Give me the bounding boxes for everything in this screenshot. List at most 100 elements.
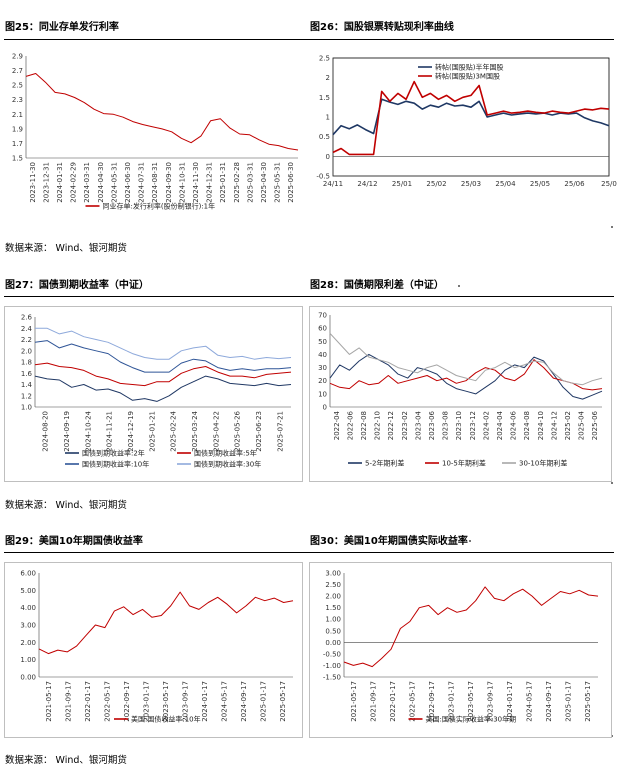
x-tick-label: 2023-05-17 <box>162 681 170 722</box>
x-tick-label: 2025-04 <box>578 410 586 440</box>
y-tick-label: 1.8 <box>21 359 32 367</box>
y-tick-label: 2.0 <box>21 347 32 355</box>
x-tick-label: 2024-11-30 <box>192 162 200 203</box>
y-tick-label: 70 <box>318 312 327 320</box>
y-tick-label: 1.2 <box>21 392 32 400</box>
y-tick-label: 10 <box>318 390 327 398</box>
x-tick-label: 2024-08-20 <box>42 411 50 452</box>
y-tick-label: 2.7 <box>12 67 23 75</box>
y-tick-label: -0.50 <box>323 650 341 658</box>
x-tick-label: 2024-07-31 <box>138 162 146 203</box>
x-tick-label: 2024-05-31 <box>110 162 118 203</box>
x-tick-label: 2025-05-26 <box>234 410 242 451</box>
x-tick-label: 2024-11-21 <box>106 411 114 452</box>
marker-dot <box>458 285 460 287</box>
chart-svg-30: -1.50 -1.00 -0.50 0.00 0.50 1.00 1.50 2.00 2.50 3… <box>323 570 599 724</box>
x-tick-label: 25/05 <box>530 180 550 188</box>
x-tick-label: 2024-01-17 <box>201 681 209 722</box>
data-source: 数据来源： Wind、银河期货 <box>5 755 127 766</box>
data-source: 数据来源： Wind、银河期货 <box>5 500 127 511</box>
legend-label-1: 5-2年期利差 <box>365 459 404 468</box>
chart-title-27: 图27：国债到期收益率（中证） <box>5 280 149 291</box>
y-tick-label: -0.5 <box>316 173 330 181</box>
chart-title-25: 图25：同业存单发行利率 <box>5 22 119 33</box>
x-tick-label: 2023-02 <box>401 411 409 440</box>
y-tick-label: 1.4 <box>21 381 33 389</box>
x-tick-label: 2022-09-17 <box>123 681 131 722</box>
x-tick-label: 2021-09-17 <box>369 681 377 722</box>
series-line-3 <box>329 333 603 386</box>
x-tick-label: 2025-02-24 <box>170 410 178 451</box>
x-tick-label: 2025-02-28 <box>233 162 241 203</box>
y-tick-label: 2.2 <box>21 336 32 344</box>
chart-title-30: 图30：美国10年期国债实际收益率 <box>310 536 468 547</box>
y-tick-label: 2.50 <box>325 581 341 589</box>
data-source: 数据来源： Wind、银河期货 <box>5 243 127 254</box>
series-line-4 <box>35 327 292 360</box>
x-tick-label: 2023-08 <box>442 411 450 440</box>
x-tick-label: 2023-05-17 <box>467 681 475 722</box>
y-tick-label: 3.00 <box>20 622 36 630</box>
x-tick-label: 2024-09-17 <box>545 681 553 722</box>
x-tick-label: 2022-08 <box>360 411 368 440</box>
series-line-1 <box>329 353 603 400</box>
x-tick-label: 2025-05-17 <box>279 681 287 722</box>
x-tick-label: 2023-09-17 <box>182 681 190 722</box>
y-tick-label: 5.00 <box>20 587 36 595</box>
chart-svg-27: 1.0 1.2 1.4 1.6 1.8 2.0 2.2 2.4 2.6 2024-08-20 202… <box>21 314 292 469</box>
marker-dot <box>611 226 613 228</box>
x-tick-label: 2025-03-31 <box>246 162 254 203</box>
y-tick-label: 1.6 <box>21 370 33 378</box>
series-line-1 <box>332 98 610 136</box>
y-tick-label: 2.3 <box>12 96 23 104</box>
chart-svg-25: 1.5 1.7 1.9 2.1 2.3 2.5 2.7 2.9 2023-11-30 2023-1… <box>12 53 299 211</box>
x-tick-label: 2022-05-17 <box>103 681 111 722</box>
legend-label-3: 30-10年期利差 <box>519 459 567 468</box>
chart-svg-28: 0 10 20 30 40 50 60 70 2022-04 2022-06 2022-08 2022… <box>318 312 603 468</box>
x-tick-label: 2024-06 <box>510 410 518 440</box>
legend-label-2: 10-5年期利差 <box>442 459 486 468</box>
x-tick-label: 2024-05-17 <box>526 681 534 722</box>
x-tick-label: 2022-01-17 <box>84 681 92 722</box>
x-tick-label: 2025-04-30 <box>260 162 268 203</box>
y-tick-label: 1.5 <box>319 94 330 102</box>
y-tick-label: 4.00 <box>20 604 36 612</box>
x-tick-label: 2024-10-24 <box>84 410 92 451</box>
x-tick-label: 2023-06 <box>428 410 436 440</box>
y-tick-label: 1.5 <box>12 155 23 163</box>
x-tick-label: 2025-07-21 <box>276 411 284 452</box>
x-tick-label: 2023-11-30 <box>29 162 37 203</box>
y-tick-label: 2.6 <box>21 314 33 322</box>
y-tick-label: 1.9 <box>12 125 23 133</box>
chart-panel-25: 1.5 1.7 1.9 2.1 2.3 2.5 2.7 2.9 2023-11-30 2023-1… <box>4 46 303 230</box>
y-tick-label: 40 <box>318 351 327 359</box>
x-tick-label: 2024-09-19 <box>63 411 71 452</box>
y-tick-label: 2.9 <box>12 53 23 61</box>
marker-dot <box>611 482 613 484</box>
y-tick-label: 2 <box>326 74 330 82</box>
legend-label-4: 国债到期收益率:30年 <box>194 460 261 469</box>
x-tick-label: 2024-10 <box>537 411 545 440</box>
x-tick-label: 2025-03-24 <box>191 410 199 451</box>
x-tick-label: 2024-09-17 <box>240 681 248 722</box>
y-tick-label: 1.00 <box>20 656 36 664</box>
series-line-2 <box>332 80 610 156</box>
x-tick-label: 2024-01-31 <box>56 162 64 203</box>
legend-label-1: 国债到期收益率:2年 <box>82 449 145 458</box>
x-tick-label: 2022-05-17 <box>408 681 416 722</box>
x-tick-label: 2022-01-17 <box>389 681 397 722</box>
y-tick-label: 1.00 <box>325 616 341 624</box>
series-line-1 <box>25 73 299 151</box>
chart-svg-29: 0.00 1.00 2.00 3.00 4.00 5.00 6.00 2021-05-17 20… <box>20 570 294 724</box>
y-tick-label: 0.00 <box>20 674 36 682</box>
x-tick-label: 2023-01-17 <box>447 681 455 722</box>
y-tick-label: 1 <box>326 114 330 122</box>
y-tick-label: 2.4 <box>21 325 33 333</box>
x-tick-label: 2023-04 <box>414 410 422 440</box>
x-tick-label: 2021-05-17 <box>45 681 53 722</box>
x-tick-label: 2024-01-17 <box>506 681 514 722</box>
chart-title-28: 图28：国债期限利差（中证） <box>310 280 444 291</box>
x-tick-label: 2023-12-31 <box>42 162 50 203</box>
y-tick-label: -1.00 <box>323 662 341 670</box>
y-tick-label: 50 <box>318 338 327 346</box>
